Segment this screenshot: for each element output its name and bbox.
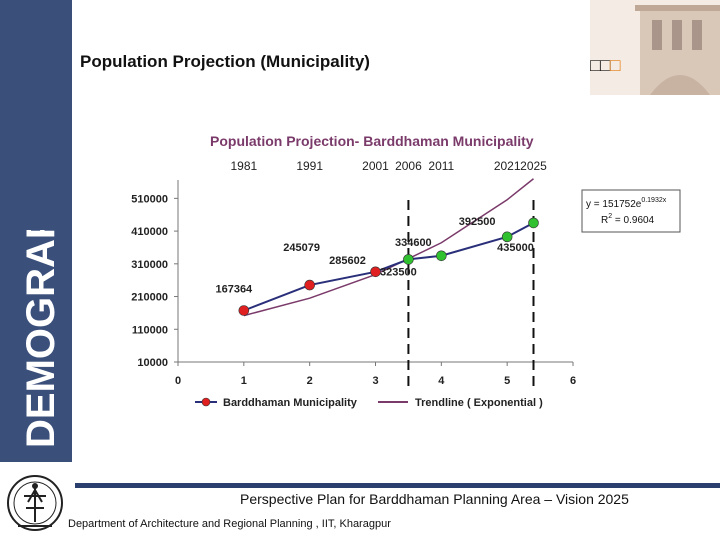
year-label: 1981 bbox=[230, 159, 257, 173]
x-tick-label: 6 bbox=[570, 375, 576, 387]
data-point bbox=[238, 305, 250, 316]
legend-swatch-marker bbox=[201, 397, 211, 407]
legend-label-trendline: Trendline ( Exponential ) bbox=[415, 397, 543, 409]
data-label: 245079 bbox=[283, 242, 320, 254]
data-point bbox=[528, 217, 539, 229]
y-tick-label: 510000 bbox=[131, 193, 168, 205]
footer-title: Perspective Plan for Barddhaman Planning… bbox=[240, 491, 629, 507]
x-tick-label: 3 bbox=[372, 375, 378, 387]
data-label: 167364 bbox=[215, 283, 253, 295]
corner-squares: □□□ bbox=[590, 55, 621, 75]
x-tick-label: 0 bbox=[175, 375, 181, 387]
data-point bbox=[436, 250, 447, 262]
y-tick-label: 10000 bbox=[137, 357, 168, 369]
sidebar bbox=[0, 0, 72, 462]
year-label: 2001 bbox=[362, 159, 389, 173]
year-label: 2021 bbox=[494, 159, 521, 173]
year-label: 1991 bbox=[296, 159, 323, 173]
chart-title: Population Projection- Barddhaman Munici… bbox=[210, 133, 534, 149]
y-tick-label: 210000 bbox=[131, 292, 168, 304]
data-point bbox=[304, 279, 315, 291]
equation-text: y = 151752e0.1932x bbox=[586, 197, 667, 210]
legend-label-municipality: Barddhaman Municipality bbox=[223, 397, 358, 409]
data-point bbox=[370, 266, 381, 278]
year-label: 2011 bbox=[428, 159, 454, 173]
footer-rule bbox=[75, 483, 720, 488]
data-label: 334600 bbox=[395, 237, 432, 249]
x-tick-label: 5 bbox=[504, 375, 510, 387]
data-point bbox=[403, 254, 414, 265]
side-label: DEMOGRAPHY bbox=[19, 230, 63, 448]
iit-logo-icon bbox=[7, 475, 63, 531]
x-tick-label: 1 bbox=[241, 375, 247, 387]
data-label: 323500 bbox=[380, 266, 417, 278]
slide-title: Population Projection (Municipality) bbox=[80, 52, 370, 71]
side-title: DEMOGRAPHY bbox=[19, 230, 63, 448]
y-tick-label: 310000 bbox=[131, 259, 168, 271]
population-chart: 1981 1991 2001 2006 2011 2021 2025 51000041000… bbox=[131, 159, 681, 409]
x-tick-label: 2 bbox=[307, 375, 313, 387]
x-tick-label: 4 bbox=[438, 375, 445, 387]
y-tick-label: 110000 bbox=[132, 324, 168, 336]
data-label: 285602 bbox=[329, 255, 366, 267]
equation-box: y = 151752e0.1932x R2 = 0.9604 bbox=[581, 189, 681, 233]
y-tick-label: 410000 bbox=[131, 226, 168, 238]
data-label: 435000 bbox=[497, 242, 534, 254]
footer-subtitle: Department of Architecture and Regional … bbox=[68, 518, 391, 530]
data-label: 392500 bbox=[459, 216, 496, 228]
year-label: 2006 bbox=[395, 159, 422, 173]
year-label: 2025 bbox=[520, 159, 547, 173]
r-squared-text: R2 = 0.9604 bbox=[601, 213, 655, 226]
corner-photo bbox=[590, 0, 720, 95]
data-point bbox=[501, 231, 513, 243]
